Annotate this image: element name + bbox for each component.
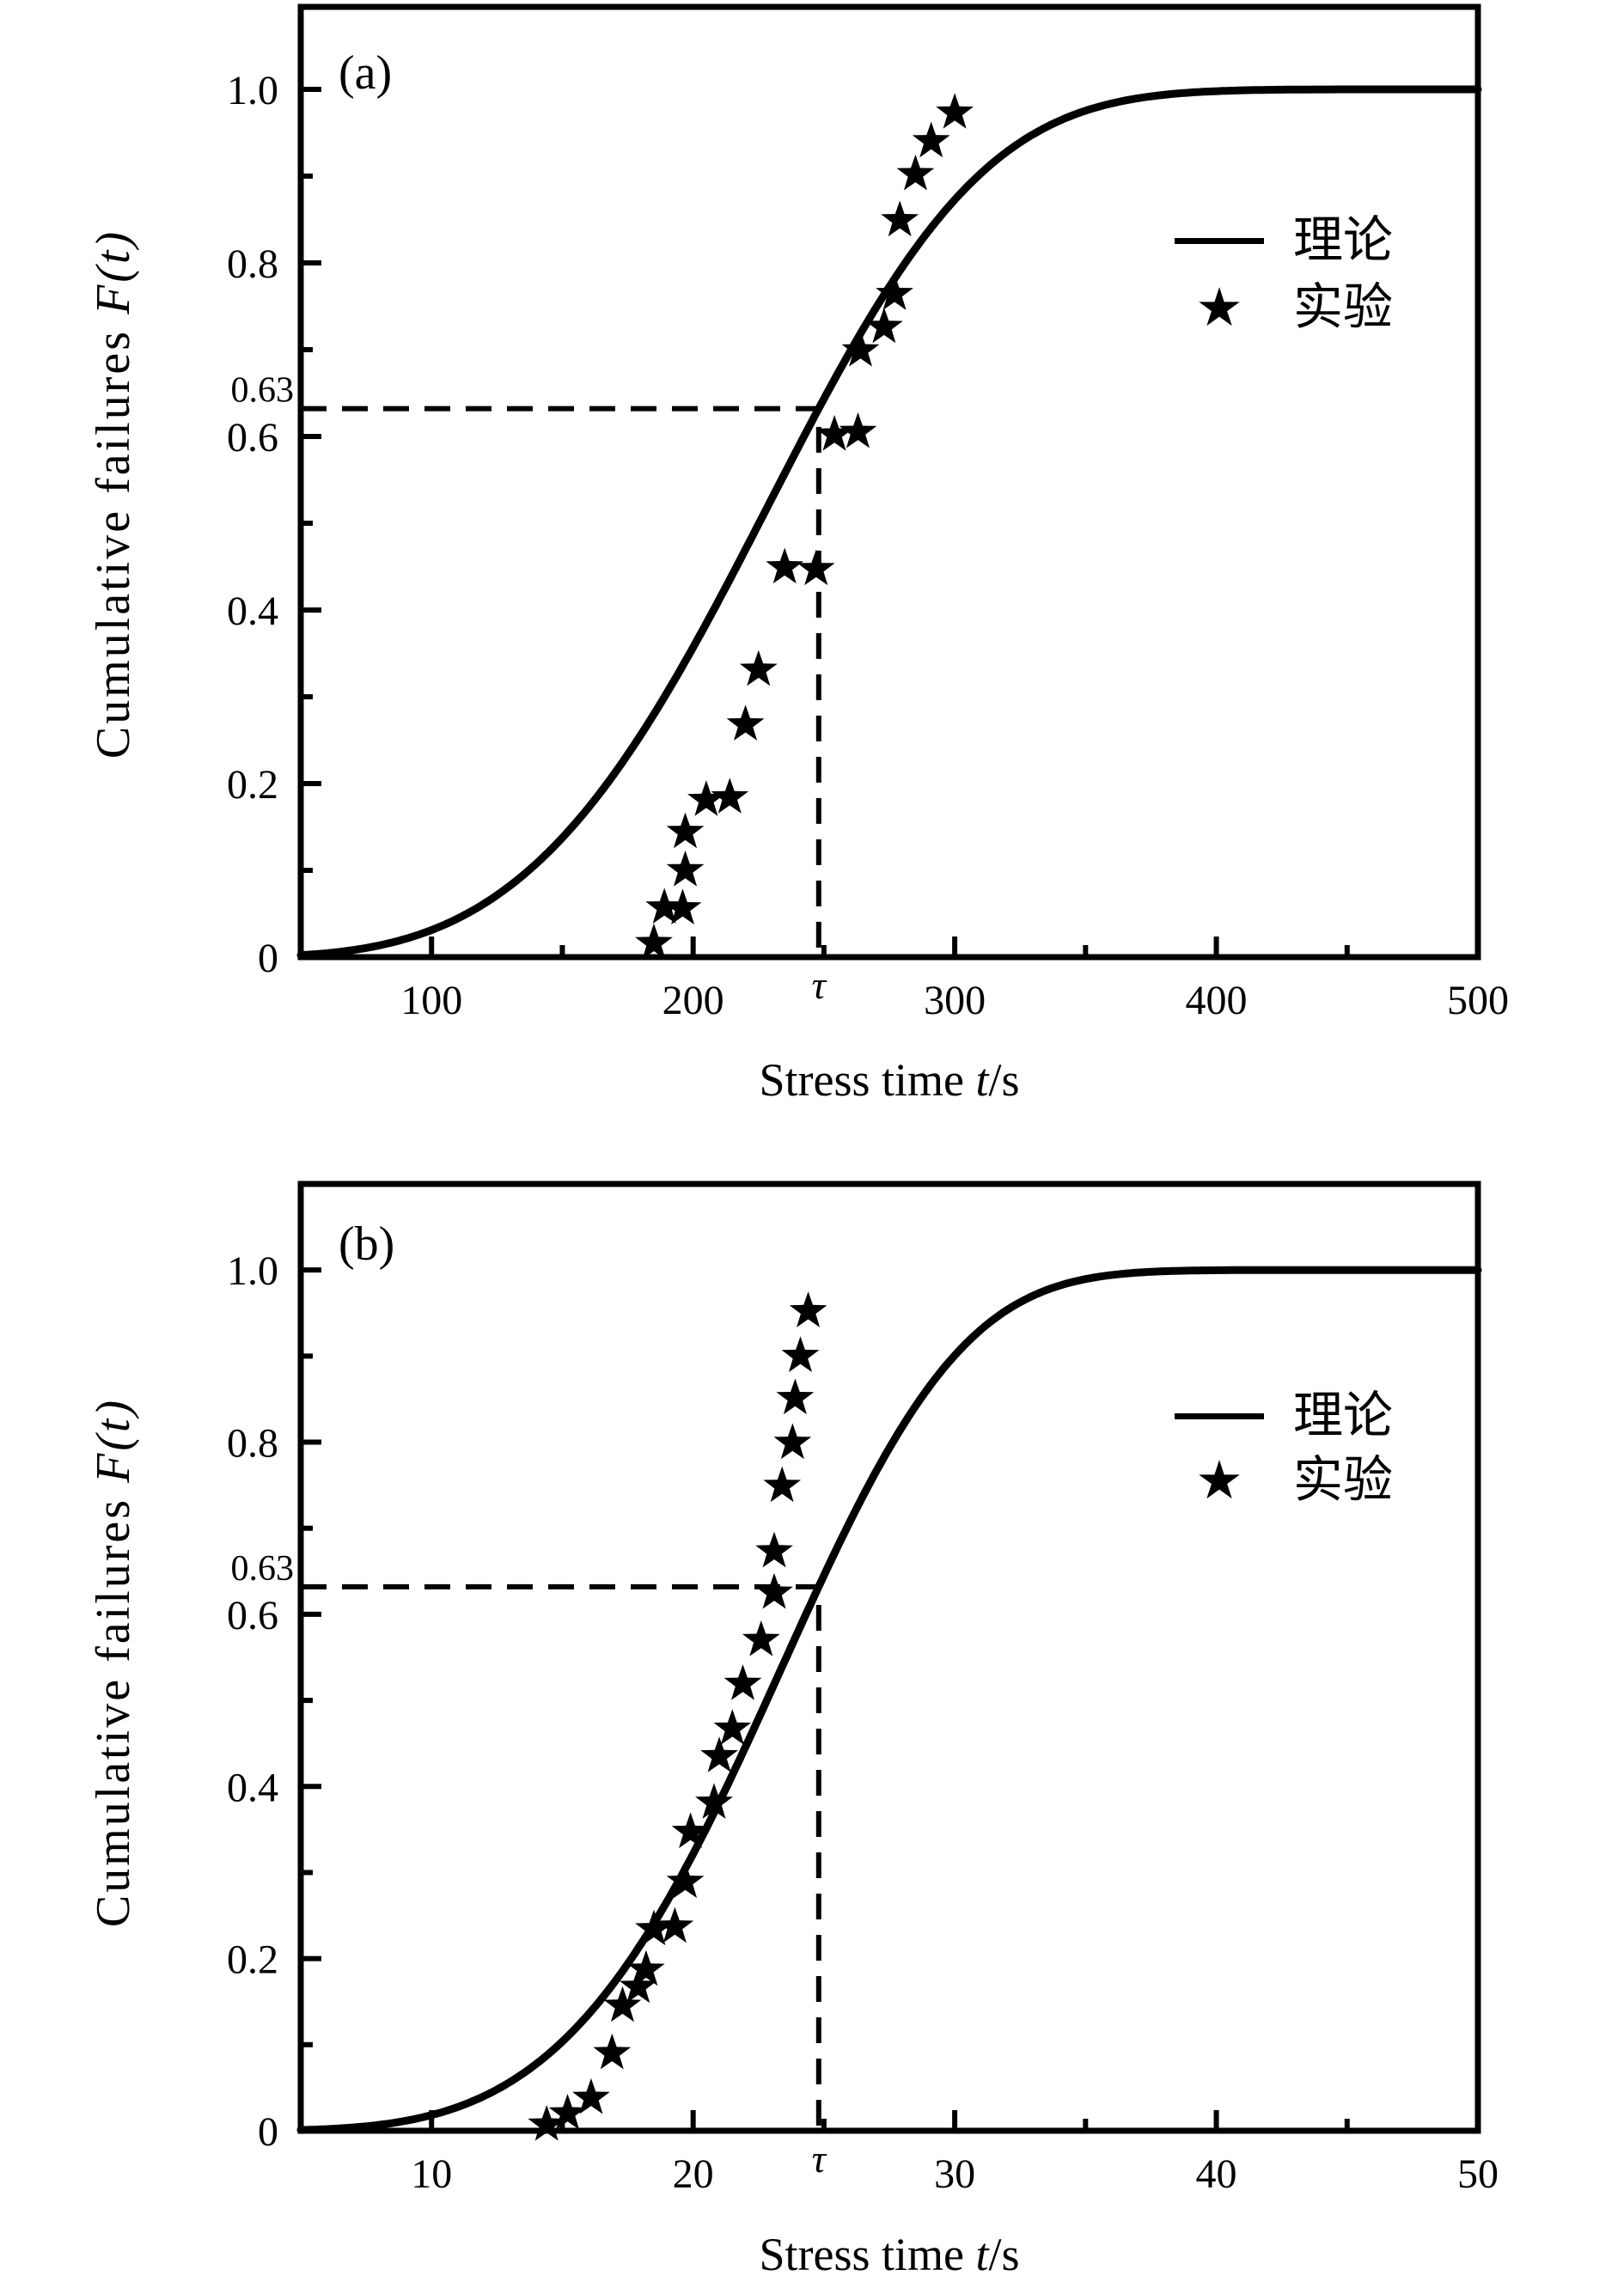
- y-axis-tick-label: 0.2: [227, 1937, 278, 1983]
- f63-tau-dashed-guide: [301, 406, 821, 957]
- star-marker: [627, 1949, 665, 1986]
- star-marker: [755, 1572, 793, 1609]
- star-marker: [881, 200, 919, 237]
- star-marker: [695, 1783, 733, 1819]
- y-axis-tick-label: 0.6: [227, 415, 278, 461]
- star-marker: [776, 1378, 815, 1415]
- f63-tick-label: 0.63: [231, 371, 295, 411]
- y-axis-tick-label: 0.4: [227, 1765, 278, 1810]
- star-marker: [815, 415, 853, 451]
- f63-tick-label: 0.63: [231, 1549, 295, 1589]
- star-marker: [723, 1664, 762, 1700]
- star-marker: [572, 2077, 610, 2114]
- star-marker: [548, 2094, 587, 2130]
- star-marker: [936, 93, 974, 129]
- star-marker: [528, 2105, 566, 2141]
- star-marker: [666, 812, 705, 849]
- chart-panel-b: 10 20 30 40 50 0 0.2 0.4 0.6 0.8 1.0 0.63 τ: [227, 1181, 1499, 2197]
- star-marker: [763, 1466, 802, 1503]
- x-axis-tick-label: 200: [662, 978, 724, 1023]
- star-marker: [739, 650, 778, 686]
- plot-frame: [297, 1181, 1481, 2134]
- y-axis-tick-label: 0: [258, 936, 278, 981]
- star-marker: [839, 412, 877, 448]
- y-axis-tick-label: 0.8: [227, 1421, 278, 1467]
- star-marker: [656, 1907, 694, 1943]
- star-marker: [876, 274, 913, 310]
- star-marker: [755, 1531, 793, 1568]
- tau-tick-label: τ: [812, 2137, 827, 2181]
- star-marker: [841, 331, 880, 367]
- plot-frame: [297, 3, 1481, 961]
- star-marker: [700, 1736, 738, 1772]
- star-marker: [896, 154, 935, 191]
- star-marker: [635, 923, 673, 960]
- x-axis-tick-label: 20: [673, 2151, 714, 2197]
- star-marker: [603, 1986, 642, 2023]
- x-axis-tick-label: 30: [934, 2151, 975, 2197]
- star-marker: [713, 1709, 752, 1745]
- star-marker: [635, 1909, 673, 1946]
- star-marker: [663, 888, 702, 924]
- experimental-points: [635, 93, 974, 960]
- x-axis-tick-label: 500: [1447, 978, 1509, 1023]
- star-marker: [711, 778, 749, 814]
- star-marker: [773, 1423, 812, 1460]
- tau-tick-label: τ: [812, 963, 827, 1007]
- star-marker: [912, 121, 950, 158]
- star-marker: [593, 2033, 632, 2070]
- star-marker: [645, 888, 684, 924]
- star-marker: [766, 547, 804, 584]
- star-marker: [619, 1967, 657, 2004]
- y-axis-tick-label: 0.4: [227, 589, 278, 634]
- x-axis-tick-label: 100: [400, 978, 462, 1023]
- star-marker: [687, 780, 725, 816]
- chart-panel-a: 100 200 300 400 500 0 0.2 0.4 0.6 0.8 1.0 0.63 τ: [227, 3, 1509, 1023]
- star-marker: [671, 1812, 710, 1848]
- y-axis-tick-label: 0.6: [227, 1593, 278, 1638]
- star-marker: [742, 1620, 780, 1656]
- x-axis-tick-label: 40: [1196, 2151, 1237, 2197]
- experimental-points: [528, 1291, 827, 2141]
- x-axis-tick-label: 50: [1457, 2151, 1499, 2197]
- y-axis-tick-label: 0.8: [227, 241, 278, 287]
- y-axis-tick-label: 0.2: [227, 762, 278, 808]
- star-marker: [789, 1291, 827, 1327]
- x-axis-tick-label: 400: [1186, 978, 1248, 1023]
- x-axis-tick-label: 10: [411, 2151, 452, 2197]
- star-marker: [781, 1336, 820, 1372]
- theory-curve: [296, 85, 1482, 960]
- y-axis-tick-label: 0: [258, 2109, 278, 2155]
- theory-curve: [296, 1266, 1482, 2134]
- star-marker: [865, 307, 903, 344]
- y-axis-tick-label: 1.0: [227, 1248, 278, 1294]
- star-marker: [666, 851, 705, 887]
- y-axis-tick-label: 1.0: [227, 68, 278, 113]
- star-marker: [666, 1862, 705, 1899]
- x-axis-tick-label: 300: [924, 978, 986, 1023]
- star-marker: [797, 549, 835, 586]
- star-marker: [726, 705, 765, 741]
